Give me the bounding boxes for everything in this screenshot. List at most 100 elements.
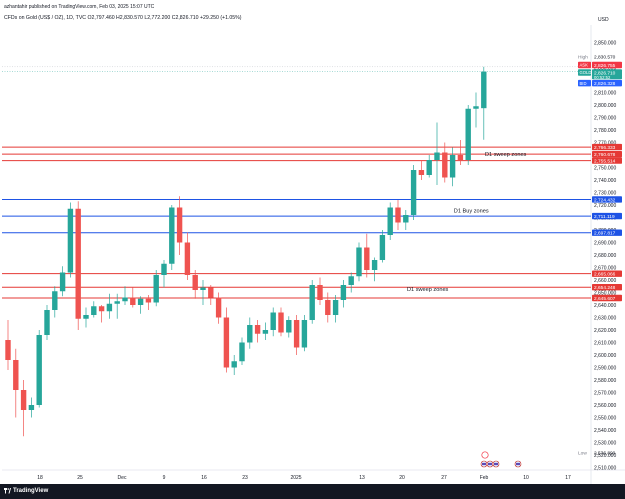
candle-body xyxy=(286,320,292,333)
candle-body xyxy=(262,330,269,334)
x-tick-label: 27 xyxy=(441,475,447,481)
zone-label: D1 Buy zones xyxy=(454,208,489,214)
candle-body xyxy=(75,208,81,319)
y-tick-label: 2,610.000 xyxy=(594,340,616,346)
y-tick-label: 2,830.000 xyxy=(594,65,616,71)
candle-body xyxy=(215,297,222,318)
candle-body xyxy=(28,405,35,410)
candle-body xyxy=(254,325,261,334)
candle-body xyxy=(278,312,284,333)
candle-body xyxy=(208,287,214,298)
candle-body xyxy=(473,106,479,109)
level-price-label: 2,755.514 xyxy=(594,158,616,164)
candle-body xyxy=(192,275,198,290)
y-tick-label: 2,750.000 xyxy=(594,165,616,171)
candle-body xyxy=(247,325,253,343)
candle-body xyxy=(465,108,471,160)
candle-body xyxy=(5,340,11,360)
price-badge-caption: BID xyxy=(580,81,587,86)
candle-body xyxy=(122,297,128,302)
price-badge-box xyxy=(592,69,622,80)
candle-body xyxy=(434,152,440,160)
candle-body xyxy=(317,285,323,300)
candle-body xyxy=(371,260,378,270)
y-tick-label: 2,580.000 xyxy=(594,378,616,384)
candle-body xyxy=(231,361,237,368)
y-tick-label: 2,620.000 xyxy=(594,328,616,334)
price-badge-caption: ASK xyxy=(580,63,589,68)
x-tick-label: Feb xyxy=(480,475,489,481)
y-tick-label: 2,690.000 xyxy=(594,240,616,246)
level-price-badge xyxy=(592,150,622,158)
level-price-label: 2,711.119 xyxy=(594,214,615,220)
candle-body xyxy=(169,207,175,264)
candle-body xyxy=(36,335,42,405)
y-tick-label: 2,560.000 xyxy=(594,403,616,409)
x-tick-label: 9 xyxy=(163,475,166,481)
price-badge-box xyxy=(592,61,622,69)
x-tick-label: Dec xyxy=(118,475,127,481)
candle-body xyxy=(98,306,105,312)
price-badge-tag xyxy=(578,69,591,76)
candle-body xyxy=(20,390,27,410)
level-price-label: 2,645.607 xyxy=(594,296,616,302)
candle-body xyxy=(340,285,347,300)
price-badge-value: 2,536.890 xyxy=(594,450,616,456)
candle-body xyxy=(223,317,230,368)
price-badge-value: 2,826.755 xyxy=(594,63,616,69)
y-tick-label: 2,590.000 xyxy=(594,365,616,371)
candle-body xyxy=(348,276,354,285)
y-tick-label: 2,730.000 xyxy=(594,190,616,196)
candle-body xyxy=(449,155,456,178)
candle-body xyxy=(176,207,183,243)
event-flag-icon xyxy=(481,451,489,459)
y-tick-label: 2,800.000 xyxy=(594,103,616,109)
x-tick-label: 17 xyxy=(565,475,571,481)
y-tick-label: 2,510.000 xyxy=(594,465,616,471)
footer-bar: TradingView xyxy=(0,484,625,499)
x-tick-label: 16 xyxy=(201,475,207,481)
level-price-badge xyxy=(592,229,622,236)
candle-body xyxy=(270,312,276,330)
candle-body xyxy=(301,320,308,348)
y-tick-label: 2,740.000 xyxy=(594,178,616,184)
level-price-label: 2,760.678 xyxy=(594,152,616,158)
y-tick-label: 2,670.000 xyxy=(594,265,616,271)
price-chart[interactable]: USD 2,850.000 2,830.000 2,810.000 2,800.000 2… xyxy=(0,0,625,484)
candle-body xyxy=(153,275,159,303)
candle-body xyxy=(145,298,152,303)
candle-body xyxy=(410,170,417,215)
price-badge-value: 2,826.328 xyxy=(594,81,616,87)
candle-body xyxy=(13,360,19,390)
candle-body xyxy=(83,315,89,319)
x-tick-label: 13 xyxy=(359,475,365,481)
chart-header: CFDs on Gold (US$ / OZ), 1D, TVC O2,797.… xyxy=(4,15,242,21)
price-badge-tag xyxy=(578,79,591,87)
price-badge-caption: High xyxy=(578,55,588,61)
candle-body xyxy=(325,300,331,315)
candle-body xyxy=(59,272,66,292)
level-price-badge xyxy=(592,270,622,277)
candle-body xyxy=(356,247,362,277)
candle-body xyxy=(387,207,393,235)
level-price-badge xyxy=(592,294,622,302)
y-tick-label: 2,640.000 xyxy=(594,303,616,309)
candle-body xyxy=(418,170,425,175)
zone-label: D1 sweep zones xyxy=(485,152,527,158)
candle-body xyxy=(395,207,401,223)
candle-body xyxy=(426,160,432,175)
candle-body xyxy=(481,71,487,109)
price-badge-countdown: 00:52:52 xyxy=(594,75,611,80)
y-tick-label: 2,600.000 xyxy=(594,353,616,359)
candle-body xyxy=(161,263,167,275)
y-tick-label: 2,570.000 xyxy=(594,390,616,396)
y-tick-label: 2,550.000 xyxy=(594,415,616,421)
y-tick-label: 2,720.000 xyxy=(594,203,616,209)
y-tick-label: 2,650.000 xyxy=(594,290,616,296)
level-price-badge xyxy=(592,283,622,291)
level-price-badge xyxy=(592,212,622,220)
level-price-badge xyxy=(592,143,622,151)
zone-label: D1 sweep zones xyxy=(407,287,449,293)
candle-body xyxy=(184,242,191,275)
level-price-label: 2,766.333 xyxy=(594,145,616,151)
